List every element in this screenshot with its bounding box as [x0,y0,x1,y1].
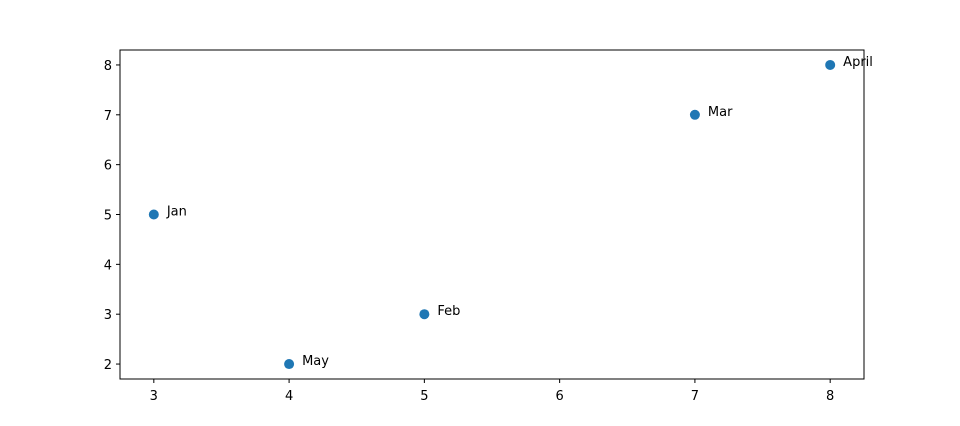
data-point [689,109,700,120]
data-point [825,59,836,70]
point-label: Feb [437,304,460,319]
x-tick-label: 5 [420,389,428,404]
y-tick-label: 3 [104,308,112,323]
point-label: April [843,55,873,70]
data-points [148,59,836,370]
x-tick-label: 4 [285,389,293,404]
point-label: Mar [708,105,733,120]
data-point [419,309,430,320]
x-tick-label: 3 [150,389,158,404]
y-tick-label: 5 [104,209,112,224]
point-label: May [302,354,329,369]
x-axis-ticks: 3 4 5 6 7 8 [150,379,834,404]
x-tick-label: 8 [826,389,834,404]
y-tick-label: 4 [104,258,112,273]
data-point [284,359,295,370]
y-axis-ticks: 2 3 4 5 6 7 8 [104,59,120,373]
data-point [148,209,159,220]
y-tick-label: 8 [104,59,112,74]
plot-area-frame [119,49,865,380]
y-tick-label: 2 [104,358,112,373]
point-labels: Jan Feb Mar April May [166,55,873,369]
x-tick-label: 6 [555,389,563,404]
y-tick-label: 6 [104,159,112,174]
y-tick-label: 7 [104,109,112,124]
point-label: Jan [166,205,187,220]
x-tick-label: 7 [691,389,699,404]
